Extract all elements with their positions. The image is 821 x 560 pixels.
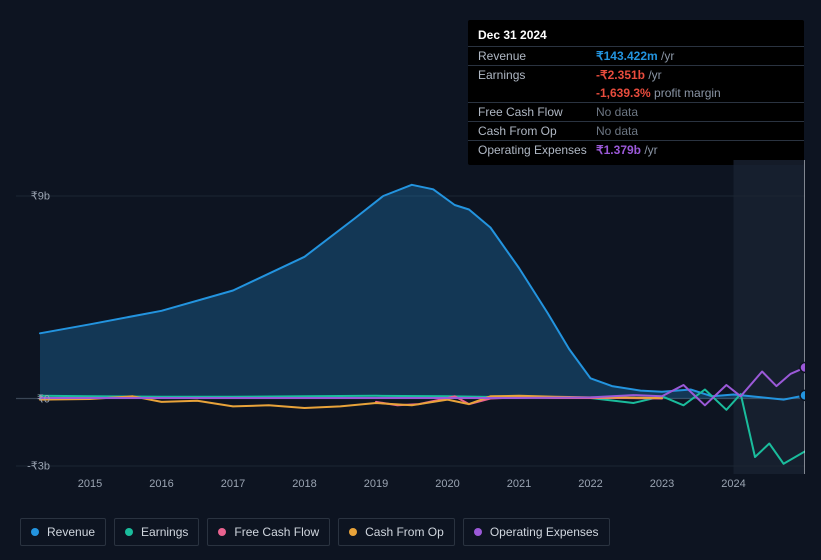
tooltip-row-value: ₹143.422m /yr — [596, 49, 674, 63]
y-axis-label: -₹3b — [20, 460, 50, 473]
x-axis-label: 2020 — [435, 478, 459, 490]
tooltip-row-label: Revenue — [478, 49, 596, 63]
legend-item[interactable]: Operating Expenses — [463, 518, 610, 546]
chart-svg — [16, 160, 805, 474]
tooltip-row-value: No data — [596, 124, 638, 138]
legend-dot-icon — [31, 528, 39, 536]
legend-label: Free Cash Flow — [234, 525, 319, 539]
chart-legend: Revenue Earnings Free Cash Flow Cash From O… — [20, 518, 610, 546]
legend-item[interactable]: Free Cash Flow — [207, 518, 330, 546]
tooltip-row: Earnings-₹2.351b /yr — [468, 65, 804, 84]
hover-tooltip: Dec 31 2024 Revenue₹143.422m /yrEarnings… — [468, 20, 804, 165]
legend-label: Cash From Op — [365, 525, 444, 539]
x-axis-label: 2015 — [78, 478, 102, 490]
financials-chart[interactable]: ₹9b ₹0 -₹3b — [16, 160, 805, 474]
tooltip-row-label: Operating Expenses — [478, 143, 596, 157]
x-axis-label: 2021 — [507, 478, 531, 490]
x-axis-label: 2022 — [578, 478, 602, 490]
x-axis-label: 2018 — [292, 478, 316, 490]
tooltip-row: Free Cash FlowNo data — [468, 102, 804, 121]
tooltip-row-label: Cash From Op — [478, 124, 596, 138]
legend-item[interactable]: Revenue — [20, 518, 106, 546]
tooltip-row-label: Earnings — [478, 68, 596, 82]
legend-dot-icon — [349, 528, 357, 536]
tooltip-row-value: ₹1.379b /yr — [596, 143, 658, 157]
legend-item[interactable]: Cash From Op — [338, 518, 455, 546]
tooltip-date: Dec 31 2024 — [468, 26, 804, 46]
x-axis-label: 2023 — [650, 478, 674, 490]
tooltip-row-value: -₹2.351b /yr — [596, 68, 662, 82]
x-axis-label: 2017 — [221, 478, 245, 490]
tooltip-row: Cash From OpNo data — [468, 121, 804, 140]
legend-label: Earnings — [141, 525, 188, 539]
x-axis-label: 2016 — [149, 478, 173, 490]
legend-item[interactable]: Earnings — [114, 518, 199, 546]
x-axis-labels: 2015 2016 2017 2018 2019 2020 2021 2022 2023 2024 — [16, 478, 805, 494]
tooltip-row-value: -1,639.3% profit margin — [596, 86, 721, 100]
legend-dot-icon — [125, 528, 133, 536]
x-axis-label: 2019 — [364, 478, 388, 490]
legend-dot-icon — [218, 528, 226, 536]
legend-label: Operating Expenses — [490, 525, 599, 539]
y-axis-label: ₹0 — [20, 392, 50, 405]
legend-label: Revenue — [47, 525, 95, 539]
tooltip-row-label: Free Cash Flow — [478, 105, 596, 119]
tooltip-row: Operating Expenses₹1.379b /yr — [468, 140, 804, 159]
tooltip-row-value: No data — [596, 105, 638, 119]
x-axis-label: 2024 — [721, 478, 745, 490]
legend-dot-icon — [474, 528, 482, 536]
tooltip-row: -1,639.3% profit margin — [468, 84, 804, 102]
tooltip-row-label — [478, 86, 596, 100]
tooltip-row: Revenue₹143.422m /yr — [468, 46, 804, 65]
y-axis-label: ₹9b — [20, 190, 50, 203]
